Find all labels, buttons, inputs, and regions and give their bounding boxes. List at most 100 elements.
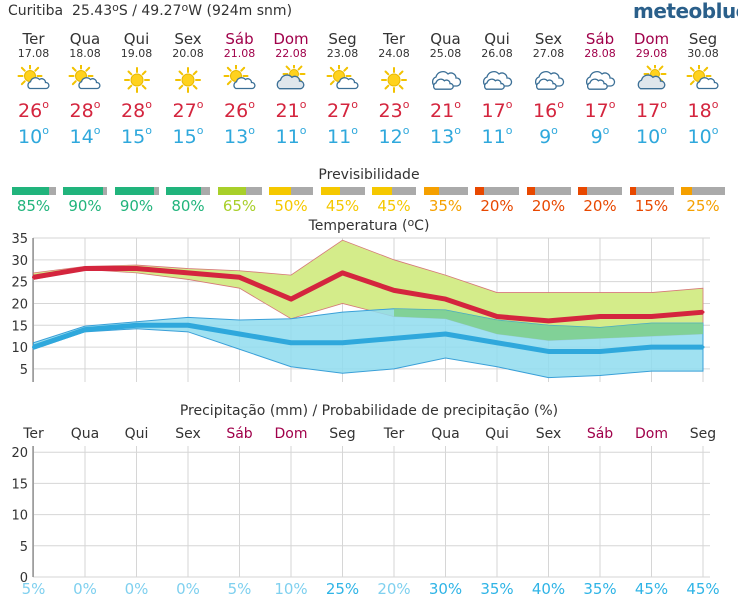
location-name: Curitiba	[8, 3, 64, 19]
max-temperature-value: 27	[172, 100, 197, 122]
degree-symbol: o	[42, 124, 49, 137]
predictability-bar	[578, 187, 622, 195]
sun-cloud-icon	[686, 65, 719, 90]
day-date: 20.08	[172, 47, 204, 60]
min-temperature: 11o	[265, 124, 317, 148]
precipitation-probability: 20%	[377, 580, 411, 598]
predictability-title: Previsibilidade	[318, 167, 420, 183]
temperature-chart: 5 10 15 20 25 30 35	[11, 232, 710, 382]
predictability-percent: 15%	[634, 197, 669, 215]
predictability-fill	[681, 187, 692, 195]
max-temperature-value: 28	[121, 100, 146, 122]
min-temperature-value: 15	[121, 126, 146, 148]
min-temperature: 10o	[677, 124, 729, 148]
data-point	[444, 332, 447, 336]
y-tick-label: 5	[20, 363, 28, 378]
precip-day-label: Ter	[383, 426, 405, 442]
predictability-bar	[423, 187, 468, 195]
precip-day-label: Dom	[635, 426, 668, 442]
max-temperature: 28o	[111, 98, 163, 122]
y-tick-label: 15	[11, 319, 28, 334]
predictability-bar	[320, 187, 365, 195]
predictability-bar	[681, 187, 725, 195]
day-column: Qui 19.08 28o 15o	[111, 31, 163, 148]
min-temperature-value: 11	[327, 126, 352, 148]
precipitation-probability: 5%	[227, 580, 252, 598]
data-point	[598, 315, 602, 319]
predictability-percent: 50%	[274, 197, 308, 215]
min-temperature: 9o	[574, 124, 626, 148]
data-point	[289, 297, 293, 301]
degree-symbol: o	[557, 98, 564, 111]
max-temperature: 26o	[214, 98, 266, 122]
day-name: Qui	[123, 30, 150, 48]
day-name: Qui	[484, 30, 510, 48]
day-name: Sáb	[585, 30, 615, 48]
data-point	[392, 336, 396, 340]
predictability-fill	[423, 187, 439, 195]
location-coordinates: 25.43oS / 49.27oW (924m snm)	[72, 1, 293, 19]
weather-icon-slot	[59, 65, 111, 95]
min-temperature: 13o	[214, 124, 266, 148]
day-column: Qua 18.08 28o 14o	[59, 31, 111, 148]
data-point	[341, 341, 344, 345]
weather-icon-slot	[8, 65, 60, 95]
predictability-bar	[526, 187, 571, 195]
predictability-bar	[11, 187, 56, 195]
max-temperature: 21o	[420, 98, 472, 122]
data-point	[341, 271, 344, 275]
data-point	[547, 349, 550, 353]
day-name: Seg	[328, 30, 357, 48]
sun-cloud-icon	[68, 65, 101, 90]
predictability-percent: 80%	[171, 197, 205, 215]
predictability-percent: 85%	[16, 197, 51, 215]
predictability-fill	[11, 187, 49, 195]
degree-symbol: o	[93, 98, 101, 111]
y-tick-label: 30	[11, 254, 28, 269]
max-temperature: 18o	[677, 98, 729, 122]
max-temperature-value: 27	[327, 100, 352, 122]
data-point	[186, 323, 190, 327]
day-column: Ter 17.08 26o 10o	[8, 31, 60, 148]
max-temperature-value: 21	[275, 100, 300, 122]
precipitation-probability: 45%	[686, 580, 720, 598]
degree-symbol: o	[505, 124, 513, 137]
predictability-fill	[320, 187, 341, 195]
predictability-fill	[269, 187, 291, 195]
precipitation-probability: 40%	[531, 580, 566, 598]
min-temperature-value: 9	[539, 126, 552, 148]
degree-symbol: o	[711, 124, 719, 137]
y-tick-label: 5	[20, 540, 28, 555]
max-temperature-value: 28	[69, 100, 94, 122]
weather-icon-slot	[471, 65, 523, 95]
cloud-sun-icon	[637, 65, 666, 90]
min-temperature-line	[32, 322, 703, 354]
max-temperature: 16o	[523, 98, 575, 122]
weather-icon-slot	[317, 65, 369, 95]
max-temperature-value: 21	[430, 100, 455, 122]
day-column: Qua 25.08 21o 13o	[420, 31, 472, 148]
day-date: 25.08	[429, 47, 462, 60]
sun-cloud-icon	[17, 65, 50, 90]
sun-cloud-icon	[326, 65, 359, 90]
y-tick-label: 25	[11, 276, 28, 291]
day-column: Sex 27.08 16o 9o	[523, 31, 575, 148]
precipitation-probability: 10%	[274, 580, 308, 598]
day-column: Qui 26.08 17o 11o	[471, 31, 523, 148]
brand-logo[interactable]: meteoblue	[633, 0, 738, 23]
precip-day-label: Sex	[175, 426, 201, 442]
precip-day-label: Sáb	[586, 426, 614, 442]
precipitation-probability: 35%	[480, 580, 514, 598]
min-temperature-value: 11	[481, 126, 506, 148]
day-column: Ter 24.08 23o 12o	[368, 31, 420, 148]
max-temperature-value: 17	[584, 100, 609, 122]
degree-symbol: o	[602, 124, 610, 137]
data-point	[83, 328, 87, 332]
predictability-bar	[217, 187, 262, 195]
max-temperature-line	[33, 266, 704, 324]
precip-day-label: Ter	[23, 426, 44, 442]
predictability-percent: 20%	[531, 197, 566, 215]
day-name: Ter	[22, 30, 45, 48]
max-temperature: 27o	[162, 98, 214, 122]
predictability-fill	[526, 187, 536, 195]
